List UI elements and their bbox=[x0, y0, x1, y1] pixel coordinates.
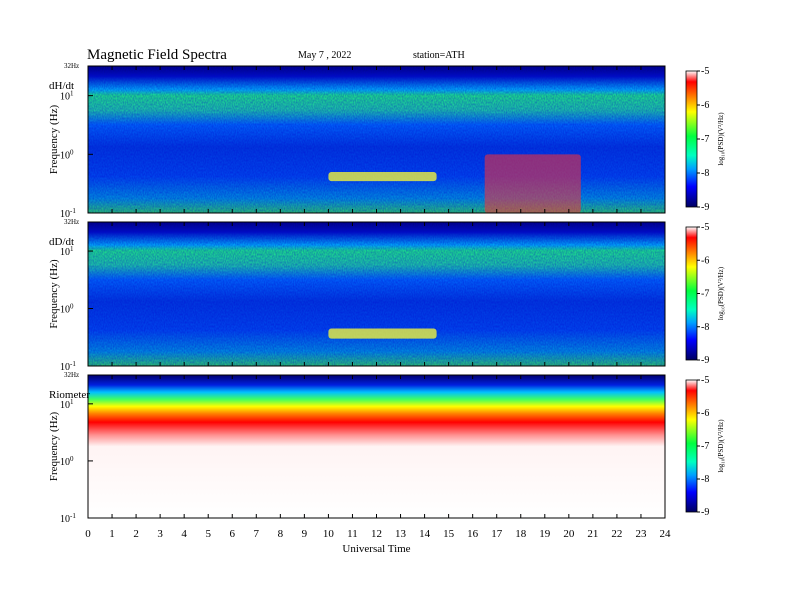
x-tick-label: 14 bbox=[419, 528, 431, 540]
colorbar-tick-label: -6 bbox=[701, 408, 709, 419]
x-tick-label: 12 bbox=[371, 528, 382, 540]
x-tick-label: 24 bbox=[660, 528, 672, 540]
y-tick-exponent: -1 bbox=[70, 207, 76, 215]
colorbar-tick-label: -9 bbox=[701, 507, 709, 518]
x-tick-label: 23 bbox=[635, 528, 647, 540]
y-axis-label: Frequency (Hz) bbox=[48, 259, 60, 329]
colorbar-tick-label: -8 bbox=[701, 474, 709, 485]
x-tick-label: 18 bbox=[515, 528, 527, 540]
colorbar-label: log₁₀(PSD)(V²/Hz) bbox=[717, 112, 725, 166]
colorbar-tick-label: -8 bbox=[701, 168, 709, 179]
panel-label: dD/dt bbox=[49, 236, 74, 248]
x-tick-label: 9 bbox=[302, 528, 308, 540]
y-tick-exponent: -1 bbox=[70, 512, 76, 520]
colorbar-tick-label: -8 bbox=[701, 322, 709, 333]
x-tick-label: 10 bbox=[323, 528, 335, 540]
y-tick-exponent: 0 bbox=[70, 303, 74, 311]
x-tick-label: 5 bbox=[205, 528, 211, 540]
y-tick-label: 100 bbox=[60, 303, 74, 316]
panel-label: Riometer bbox=[49, 389, 90, 401]
y-tick-exponent: 1 bbox=[70, 398, 74, 406]
y-tick-exponent: 1 bbox=[70, 90, 74, 98]
y-tick-label: 100 bbox=[60, 148, 74, 161]
time-axis: 0 1 2 3 4 5 6 7 8 9 10 11 12 13 14 15 16 17 18 19 20 21 22 23 24… bbox=[85, 528, 671, 555]
x-tick-label: 20 bbox=[563, 528, 575, 540]
colorbar-tick-label: -7 bbox=[701, 441, 709, 452]
figure-title: Magnetic Field Spectra bbox=[87, 47, 227, 63]
x-tick-label: 2 bbox=[133, 528, 139, 540]
spectral-feature bbox=[484, 154, 581, 213]
colorbar bbox=[685, 226, 698, 361]
colorbar-tick-label: -5 bbox=[701, 222, 709, 233]
colorbar bbox=[685, 70, 698, 208]
colorbar-tick-label: -6 bbox=[701, 255, 709, 266]
colorbar-tick-label: -9 bbox=[701, 355, 709, 366]
y-tick-exponent: 1 bbox=[70, 245, 74, 253]
y-tick-label: 100 bbox=[60, 455, 74, 468]
x-tick-label: 16 bbox=[467, 528, 479, 540]
top-frequency-label: 32Hz bbox=[64, 371, 79, 379]
x-tick-label: 19 bbox=[539, 528, 551, 540]
colorbar bbox=[685, 379, 698, 513]
x-tick-label: 3 bbox=[157, 528, 163, 540]
x-tick-label: 0 bbox=[85, 528, 91, 540]
top-frequency-label: 32Hz bbox=[64, 62, 79, 70]
colorbar-tick-label: -7 bbox=[701, 134, 709, 145]
x-tick-label: 15 bbox=[443, 528, 455, 540]
x-tick-label: 11 bbox=[347, 528, 358, 540]
x-tick-label: 13 bbox=[395, 528, 407, 540]
colorbar-label: log₁₀(PSD)(V²/Hz) bbox=[717, 266, 725, 320]
y-tick-exponent: 0 bbox=[70, 148, 74, 156]
x-tick-label: 8 bbox=[278, 528, 284, 540]
station-label: station=ATH bbox=[413, 50, 465, 61]
x-tick-label: 17 bbox=[491, 528, 503, 540]
y-tick-exponent: 0 bbox=[70, 455, 74, 463]
x-tick-label: 6 bbox=[230, 528, 236, 540]
colorbar-tick-label: -5 bbox=[701, 66, 709, 77]
top-frequency-label: 32Hz bbox=[64, 218, 79, 226]
y-axis-label: Frequency (Hz) bbox=[48, 105, 60, 175]
colorbar-tick-label: -5 bbox=[701, 375, 709, 386]
date-label: May 7 , 2022 bbox=[298, 50, 351, 61]
panel-label: dH/dt bbox=[49, 80, 74, 92]
colorbar-tick-label: -6 bbox=[701, 100, 709, 111]
colorbar-tick-label: -9 bbox=[701, 202, 709, 213]
x-tick-label: 1 bbox=[109, 528, 115, 540]
colorbar-tick-label: -7 bbox=[701, 289, 709, 300]
x-tick-label: 4 bbox=[181, 528, 187, 540]
x-tick-label: 7 bbox=[254, 528, 260, 540]
y-tick-label: 10-1 bbox=[60, 512, 76, 525]
x-tick-label: 21 bbox=[587, 528, 598, 540]
spectrogram-noise bbox=[88, 222, 665, 366]
x-tick-label: 22 bbox=[611, 528, 622, 540]
colorbar-label: log₁₀(PSD)(V²/Hz) bbox=[717, 419, 725, 473]
x-axis-label: Universal Time bbox=[342, 543, 410, 555]
spectral-feature bbox=[328, 328, 437, 339]
spectral-feature bbox=[328, 171, 437, 182]
spectrogram-image bbox=[88, 375, 665, 518]
y-tick-exponent: -1 bbox=[70, 360, 76, 368]
y-axis-label: Frequency (Hz) bbox=[48, 412, 60, 482]
